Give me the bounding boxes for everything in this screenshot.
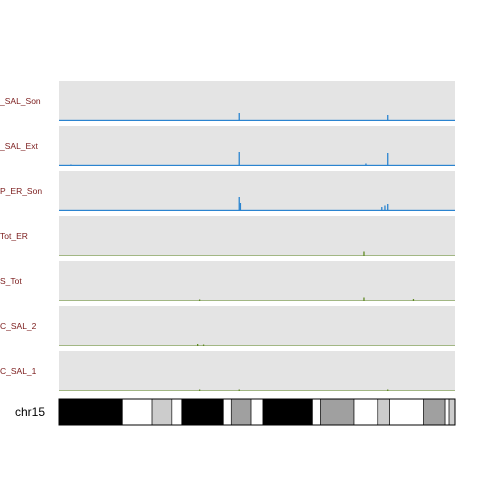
signal-peak	[387, 153, 389, 166]
track-label: S_Tot	[0, 276, 22, 286]
chromosome-band	[122, 398, 153, 426]
track-panel	[59, 351, 455, 391]
signal-peak	[238, 197, 240, 211]
signal-peak	[412, 299, 415, 301]
track-label: C_SAL_1	[0, 366, 37, 376]
track-label: _SAL_Ext	[0, 141, 38, 151]
signal-peak	[238, 389, 240, 391]
track-panel	[59, 171, 455, 211]
chromosome-band	[377, 398, 390, 426]
chromosome-ideogram: chr15	[15, 398, 456, 426]
signal-baseline	[59, 119, 455, 121]
chromosome-label: chr15	[15, 405, 45, 419]
signal-peak	[197, 344, 199, 346]
track-4: Tot_ER	[0, 216, 455, 256]
chromosome-band	[262, 398, 313, 426]
chromosome-band	[230, 398, 252, 426]
signal-baseline	[59, 390, 455, 391]
chromosome-band	[181, 398, 224, 426]
signal-peak	[363, 251, 365, 256]
chromosome-band	[448, 398, 456, 426]
track-label: _SAL_Son	[0, 96, 41, 106]
chromosome-band	[151, 398, 173, 426]
chromosome-band	[389, 398, 424, 426]
track-label: P_ER_Son	[0, 186, 42, 196]
chromosome-band	[171, 398, 183, 426]
track-panel	[59, 81, 455, 121]
chromosome-band	[444, 398, 450, 426]
signal-baseline	[59, 164, 455, 166]
signal-peak	[202, 344, 205, 346]
tracks-group: _SAL_Son _SAL_Ext P_ER_Son Tot_ER S_Tot C_SAL…	[0, 81, 455, 391]
track-label: C_SAL_2	[0, 321, 37, 331]
signal-peak	[365, 163, 367, 166]
track-label: Tot_ER	[0, 231, 28, 241]
signal-peak	[198, 389, 201, 391]
signal-peak	[198, 299, 201, 301]
track-panel	[59, 306, 455, 346]
signal-baseline	[59, 209, 455, 211]
chromosome-band	[320, 398, 355, 426]
track-5: S_Tot	[0, 261, 455, 301]
signal-baseline	[59, 300, 455, 301]
track-6: C_SAL_2	[0, 306, 455, 346]
chromosome-band	[353, 398, 379, 426]
chromosome-band	[223, 398, 232, 426]
signal-baseline	[59, 345, 455, 346]
track-3: P_ER_Son	[0, 171, 455, 211]
signal-peak	[238, 152, 240, 166]
chromosome-band	[423, 398, 446, 426]
signal-peak	[363, 297, 365, 301]
signal-peak	[238, 113, 240, 121]
signal-peak	[387, 115, 389, 121]
chromosome-outline	[58, 398, 456, 426]
signal-peak	[387, 389, 389, 391]
signal-peak	[384, 205, 386, 211]
signal-peak	[239, 203, 242, 211]
track-panel	[59, 261, 455, 301]
track-2: _SAL_Ext	[0, 126, 455, 166]
track-panel	[59, 216, 455, 256]
track-panel	[59, 126, 455, 166]
chromosome-band	[250, 398, 264, 426]
chromosome-band	[58, 398, 123, 426]
chromosome-band	[312, 398, 321, 426]
signal-peak	[387, 204, 389, 211]
signal-peak	[70, 164, 72, 166]
signal-baseline	[59, 255, 455, 256]
signal-peak	[381, 207, 383, 211]
track-1: _SAL_Son	[0, 81, 455, 121]
track-7: C_SAL_1	[0, 351, 455, 391]
